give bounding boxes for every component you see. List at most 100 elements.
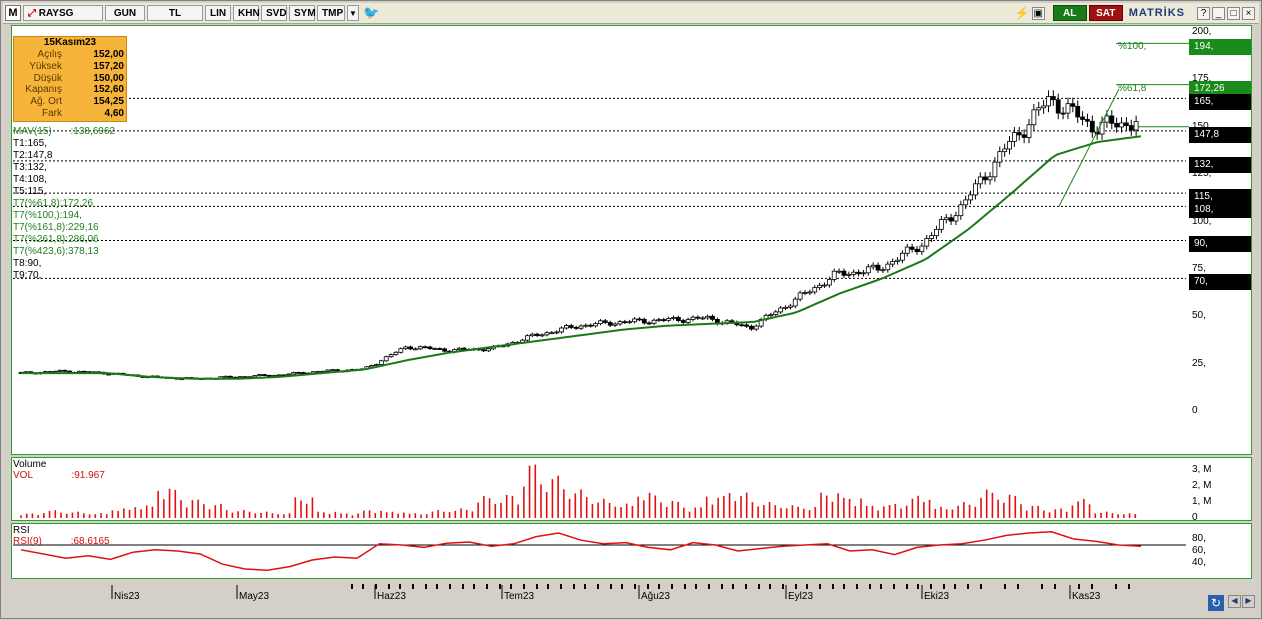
- candle-body: [919, 245, 925, 253]
- event-marker: [436, 584, 438, 589]
- candle-body: [953, 215, 959, 222]
- rsi-line: [20, 531, 1142, 571]
- candle-body: [753, 325, 759, 330]
- maximize-icon[interactable]: □: [1227, 6, 1240, 20]
- matriks-logo[interactable]: M: [5, 5, 21, 21]
- price-tag: 108,: [1189, 202, 1251, 219]
- candle-body: [973, 183, 978, 196]
- info-row: Yüksek 157,20: [14, 61, 126, 73]
- x-axis-label: Kas23: [1072, 591, 1101, 602]
- event-marker: [1091, 584, 1093, 589]
- candle-body: [861, 272, 866, 275]
- candle-body: [802, 292, 808, 294]
- candle-body: [831, 270, 837, 280]
- info-key: Açılış: [37, 49, 62, 60]
- candle-body: [627, 321, 633, 324]
- price-axis-label: 0: [1192, 405, 1198, 416]
- candle-body: [685, 319, 691, 323]
- linear-button[interactable]: LIN: [205, 5, 231, 21]
- candle-body: [987, 176, 993, 181]
- info-row: Ağ. Ort 154,25: [14, 96, 126, 108]
- event-marker: [695, 584, 697, 589]
- candle-body: [890, 261, 896, 265]
- candle-body: [846, 273, 852, 276]
- buy-button[interactable]: AL: [1052, 5, 1087, 21]
- price-tag: 115,: [1189, 189, 1251, 206]
- candle-body: [666, 318, 672, 321]
- event-marker: [560, 584, 562, 589]
- candle-body: [899, 252, 905, 261]
- refresh-icon[interactable]: ↻: [1208, 595, 1224, 611]
- rsi-title: RSI: [13, 525, 30, 536]
- scroll-right-icon[interactable]: ▶: [1242, 595, 1255, 608]
- lightning-icon[interactable]: ⚡: [1014, 6, 1030, 20]
- symbol-field[interactable]: ⤢ RAYSG: [23, 5, 103, 21]
- candle-body: [744, 324, 749, 327]
- fib-100-label: %100,: [1118, 41, 1147, 52]
- level-legend-item: T1:165,: [13, 138, 47, 149]
- event-marker: [547, 584, 549, 589]
- event-marker: [819, 584, 821, 589]
- candle-body: [904, 246, 910, 254]
- candle-body: [656, 319, 662, 321]
- candle-body: [1070, 103, 1076, 107]
- minimize-icon[interactable]: _: [1212, 6, 1225, 20]
- candle-body: [1026, 124, 1032, 138]
- candle-body: [992, 161, 998, 178]
- price-tag: 70,: [1189, 274, 1251, 291]
- candle-body: [817, 284, 823, 289]
- svd-button[interactable]: SVD: [261, 5, 287, 21]
- period-button[interactable]: GUN: [105, 5, 145, 21]
- candle-body: [797, 292, 803, 300]
- sym-button[interactable]: SYM: [289, 5, 316, 21]
- price-axis-label: 200,: [1192, 26, 1212, 37]
- dropdown-icon[interactable]: ▼: [347, 5, 359, 21]
- candle-body: [1075, 105, 1081, 118]
- event-marker: [795, 584, 797, 589]
- template-button[interactable]: TMP: [317, 5, 345, 21]
- horizontal-scrollbar[interactable]: [11, 601, 1189, 609]
- x-axis-label: Eki23: [924, 591, 950, 602]
- price-axis-label: 25,: [1192, 357, 1206, 369]
- scroll-left-icon[interactable]: ◀: [1228, 595, 1241, 608]
- level-legend-item: T9:70,: [13, 270, 42, 281]
- candle-body: [427, 346, 433, 350]
- candle-body: [408, 346, 413, 350]
- brand-label: MATRİKS: [1128, 7, 1185, 19]
- currency-button[interactable]: TL: [147, 5, 203, 21]
- event-marker: [510, 584, 512, 589]
- twitter-icon[interactable]: 🐦: [363, 5, 380, 20]
- close-icon[interactable]: ×: [1242, 6, 1255, 20]
- help-icon[interactable]: ?: [1197, 6, 1210, 20]
- levels-legend: T1:165, T2:147,8 T3:132, T4:108, T5:115, T7(%…: [13, 138, 99, 282]
- candle-body: [223, 375, 228, 378]
- candle-body: [851, 271, 857, 275]
- candle-body: [671, 317, 676, 319]
- sell-button[interactable]: SAT: [1088, 5, 1123, 21]
- event-marker: [806, 584, 808, 589]
- khn-button[interactable]: KHN: [233, 5, 260, 21]
- price-tag: 90,: [1189, 236, 1251, 253]
- candle-body: [1060, 112, 1066, 115]
- volume-panel[interactable]: [11, 457, 1252, 521]
- candle-body: [388, 354, 394, 358]
- candle-body: [529, 333, 535, 337]
- level-legend-item: T8:90,: [13, 258, 42, 269]
- candle-body: [787, 305, 793, 308]
- volume-axis-label: 1, M: [1192, 496, 1212, 507]
- event-marker: [647, 584, 649, 589]
- event-marker: [869, 584, 871, 589]
- x-axis-label: May23: [239, 591, 270, 602]
- candle-body: [822, 284, 827, 287]
- symbol-label: RAYSG: [38, 8, 74, 19]
- rsi-axis-label: 80,: [1192, 533, 1206, 544]
- candle-body: [378, 360, 384, 365]
- candle-body: [710, 315, 715, 320]
- candle-body: [1080, 116, 1085, 120]
- candle-body: [602, 320, 608, 323]
- volume-axis-label: 0: [1192, 512, 1198, 523]
- candle-body: [856, 271, 861, 275]
- copy-icon[interactable]: ▣: [1031, 6, 1045, 20]
- level-legend-item: T7(%61,8):172,26: [13, 198, 94, 209]
